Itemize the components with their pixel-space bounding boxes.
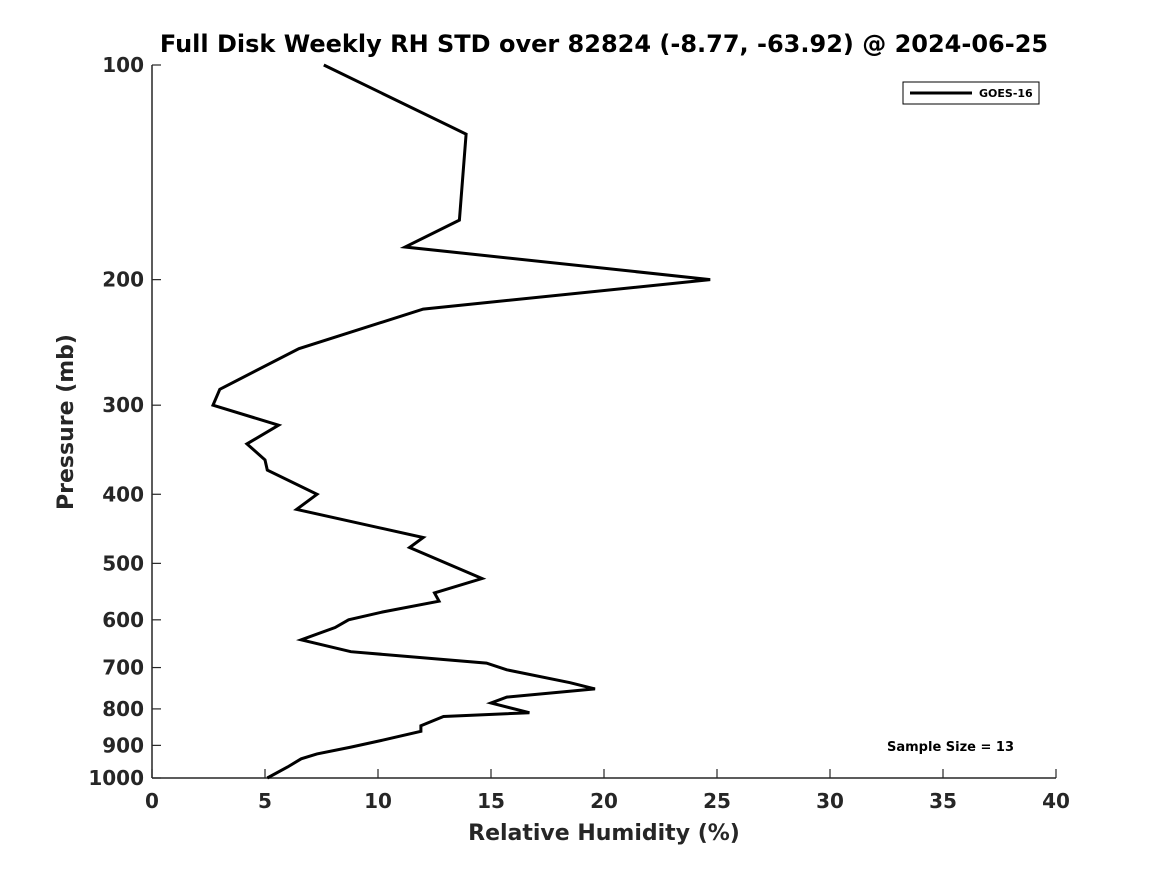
x-tick-label: 10: [364, 789, 392, 813]
y-ticks: 100 200 300 400 500 600 700 800 900 1000: [88, 53, 161, 790]
chart-title: Full Disk Weekly RH STD over 82824 (-8.7…: [160, 30, 1048, 58]
y-tick-label: 1000: [88, 766, 144, 790]
x-tick-label: 25: [703, 789, 731, 813]
x-tick-label: 0: [145, 789, 159, 813]
x-tick-label: 5: [258, 789, 272, 813]
y-tick-label: 200: [102, 268, 144, 292]
plot-area: [151, 65, 1056, 779]
y-tick-label: 100: [102, 53, 144, 77]
legend: GOES-16: [902, 81, 1040, 105]
sample-size-annotation: Sample Size = 13: [887, 740, 1014, 755]
x-tick-label: 40: [1042, 789, 1070, 813]
y-tick-label: 400: [102, 482, 144, 506]
x-tick-label: 30: [816, 789, 844, 813]
y-axis-label: Pressure (mb): [54, 334, 79, 510]
x-tick-label: 20: [590, 789, 618, 813]
y-tick-label: 300: [102, 393, 144, 417]
y-tick-label: 500: [102, 551, 144, 575]
x-tick-label: 35: [929, 789, 957, 813]
y-tick-label: 900: [102, 733, 144, 757]
y-tick-label: 800: [102, 697, 144, 721]
legend-label: GOES-16: [979, 87, 1033, 100]
series-line-goes-16: [210, 63, 711, 780]
x-ticks: 0 5 10 15 20 25 30 35 40: [145, 769, 1070, 813]
y-tick-label: 700: [102, 656, 144, 680]
x-axis-label: Relative Humidity (%): [468, 821, 740, 846]
x-tick-label: 15: [477, 789, 505, 813]
y-tick-label: 600: [102, 608, 144, 632]
